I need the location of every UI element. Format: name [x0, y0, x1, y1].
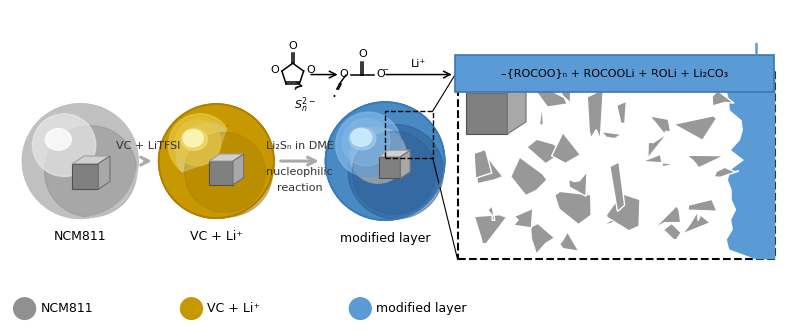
- Ellipse shape: [183, 130, 203, 147]
- Ellipse shape: [175, 120, 221, 166]
- Ellipse shape: [326, 102, 445, 220]
- Ellipse shape: [181, 126, 273, 217]
- Polygon shape: [525, 77, 567, 107]
- Text: nucleophilic: nucleophilic: [266, 167, 333, 177]
- Ellipse shape: [169, 114, 232, 176]
- Ellipse shape: [158, 104, 274, 218]
- Polygon shape: [559, 232, 579, 251]
- Polygon shape: [682, 211, 710, 234]
- Text: VC + Li⁺: VC + Li⁺: [190, 230, 242, 243]
- Polygon shape: [400, 150, 410, 178]
- Text: reaction: reaction: [277, 183, 322, 193]
- Polygon shape: [233, 154, 244, 185]
- Polygon shape: [378, 150, 410, 157]
- Ellipse shape: [181, 298, 202, 319]
- Polygon shape: [712, 89, 734, 106]
- Polygon shape: [602, 132, 622, 139]
- Text: ·: ·: [331, 90, 336, 105]
- Ellipse shape: [348, 125, 443, 219]
- Polygon shape: [663, 223, 681, 240]
- Polygon shape: [598, 219, 623, 227]
- Polygon shape: [617, 101, 626, 124]
- Text: –{ROCOO}ₙ + ROCOOLi + ROLi + Li₂CO₃: –{ROCOO}ₙ + ROCOOLi + ROLi + Li₂CO₃: [501, 69, 728, 79]
- Bar: [458, 71, 775, 259]
- Text: Li⁺: Li⁺: [411, 59, 426, 69]
- Polygon shape: [510, 157, 547, 195]
- Ellipse shape: [350, 298, 371, 319]
- Ellipse shape: [22, 104, 138, 218]
- Text: O: O: [377, 69, 386, 79]
- Polygon shape: [674, 116, 717, 140]
- Polygon shape: [98, 156, 110, 189]
- Text: modified layer: modified layer: [340, 232, 430, 245]
- Polygon shape: [587, 89, 603, 140]
- Polygon shape: [474, 150, 492, 178]
- Text: NCM811: NCM811: [54, 230, 106, 243]
- Ellipse shape: [14, 298, 35, 319]
- Polygon shape: [530, 223, 554, 254]
- Polygon shape: [648, 133, 668, 159]
- Polygon shape: [526, 139, 560, 164]
- Ellipse shape: [336, 112, 401, 177]
- Polygon shape: [514, 208, 533, 228]
- Ellipse shape: [185, 133, 266, 212]
- Text: modified layer: modified layer: [376, 302, 466, 315]
- Text: VC + LiTFSI: VC + LiTFSI: [116, 141, 181, 151]
- Text: O: O: [270, 65, 279, 75]
- Polygon shape: [650, 116, 670, 134]
- Polygon shape: [507, 81, 526, 134]
- Text: NCM811: NCM811: [41, 302, 93, 315]
- Polygon shape: [642, 154, 676, 167]
- Ellipse shape: [349, 128, 376, 150]
- Text: $^-$: $^-$: [382, 67, 390, 77]
- Polygon shape: [488, 205, 494, 220]
- Polygon shape: [540, 109, 543, 126]
- Polygon shape: [714, 167, 738, 177]
- Text: O: O: [358, 49, 366, 59]
- Ellipse shape: [342, 119, 390, 166]
- Polygon shape: [610, 162, 625, 211]
- Polygon shape: [726, 71, 775, 259]
- Ellipse shape: [45, 126, 137, 217]
- Text: O: O: [288, 41, 297, 51]
- Polygon shape: [475, 157, 503, 184]
- Ellipse shape: [182, 129, 207, 150]
- Polygon shape: [602, 83, 626, 93]
- Polygon shape: [378, 157, 400, 178]
- Polygon shape: [654, 206, 681, 228]
- Text: O: O: [339, 69, 348, 79]
- Polygon shape: [471, 91, 499, 121]
- Ellipse shape: [176, 123, 239, 185]
- Ellipse shape: [33, 114, 96, 176]
- Ellipse shape: [351, 129, 372, 146]
- Polygon shape: [569, 171, 587, 196]
- Polygon shape: [651, 72, 664, 94]
- Text: $S_n^{2-}$: $S_n^{2-}$: [294, 96, 316, 115]
- Text: Li₂Sₙ in DME: Li₂Sₙ in DME: [266, 141, 334, 151]
- Polygon shape: [687, 155, 723, 168]
- Polygon shape: [606, 193, 640, 231]
- Ellipse shape: [46, 129, 71, 150]
- Polygon shape: [558, 77, 570, 103]
- Polygon shape: [209, 161, 233, 185]
- Polygon shape: [466, 93, 507, 134]
- Polygon shape: [466, 81, 526, 93]
- Polygon shape: [474, 215, 506, 244]
- FancyBboxPatch shape: [454, 55, 774, 92]
- Polygon shape: [552, 133, 580, 164]
- Text: O: O: [306, 65, 315, 75]
- Wedge shape: [162, 108, 274, 218]
- Ellipse shape: [350, 127, 406, 183]
- Bar: [385, 111, 433, 158]
- Polygon shape: [688, 199, 718, 211]
- Polygon shape: [554, 191, 591, 224]
- Text: VC + Li⁺: VC + Li⁺: [207, 302, 260, 315]
- Polygon shape: [73, 164, 98, 189]
- Polygon shape: [209, 154, 244, 161]
- Polygon shape: [73, 156, 110, 164]
- Ellipse shape: [352, 132, 436, 214]
- Polygon shape: [474, 115, 498, 131]
